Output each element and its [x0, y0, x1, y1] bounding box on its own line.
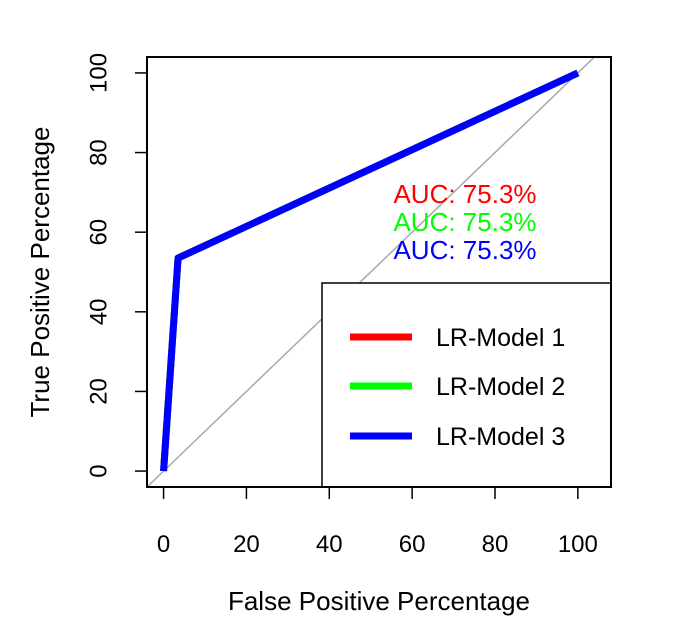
y-tick-label: 60	[86, 219, 113, 246]
y-tick-label: 40	[86, 298, 113, 325]
series-line-3	[160, 69, 580, 472]
x-tick-label: 0	[157, 531, 170, 558]
x-tick-label: 80	[482, 531, 509, 558]
y-axis-title: True Positive Percentage	[25, 127, 55, 418]
y-tick-label: 80	[86, 139, 113, 166]
y-tick-label: 100	[86, 53, 113, 93]
x-tick-label: 60	[399, 531, 426, 558]
legend-label-3: LR-Model 3	[436, 423, 565, 451]
legend-label-2: LR-Model 2	[436, 373, 565, 401]
legend-label-1: LR-Model 1	[436, 324, 565, 352]
y-tick-label: 20	[86, 378, 113, 405]
x-tick-label: 40	[316, 531, 343, 558]
y-axis: 0 20 40 60 80 100	[86, 53, 148, 478]
x-axis: 0 20 40 60 80 100	[157, 486, 598, 558]
x-tick-label: 20	[233, 531, 260, 558]
auc-annotation-layer: AUC: 75.3%AUC: 75.3%AUC: 75.3%	[393, 179, 536, 265]
auc-annotation-3: AUC: 75.3%	[393, 235, 536, 265]
y-tick-label: 0	[86, 464, 113, 477]
reference-diagonal-line	[147, 57, 596, 487]
x-tick-label: 100	[558, 531, 598, 558]
legend: LR-Model 1 LR-Model 2 LR-Model 3	[321, 282, 612, 488]
auc-annotation-2: AUC: 75.3%	[393, 207, 536, 237]
reference-diagonal-layer	[147, 57, 596, 487]
auc-annotation-1: AUC: 75.3%	[393, 179, 536, 209]
series-layer	[160, 69, 580, 472]
x-axis-title: False Positive Percentage	[228, 586, 530, 616]
